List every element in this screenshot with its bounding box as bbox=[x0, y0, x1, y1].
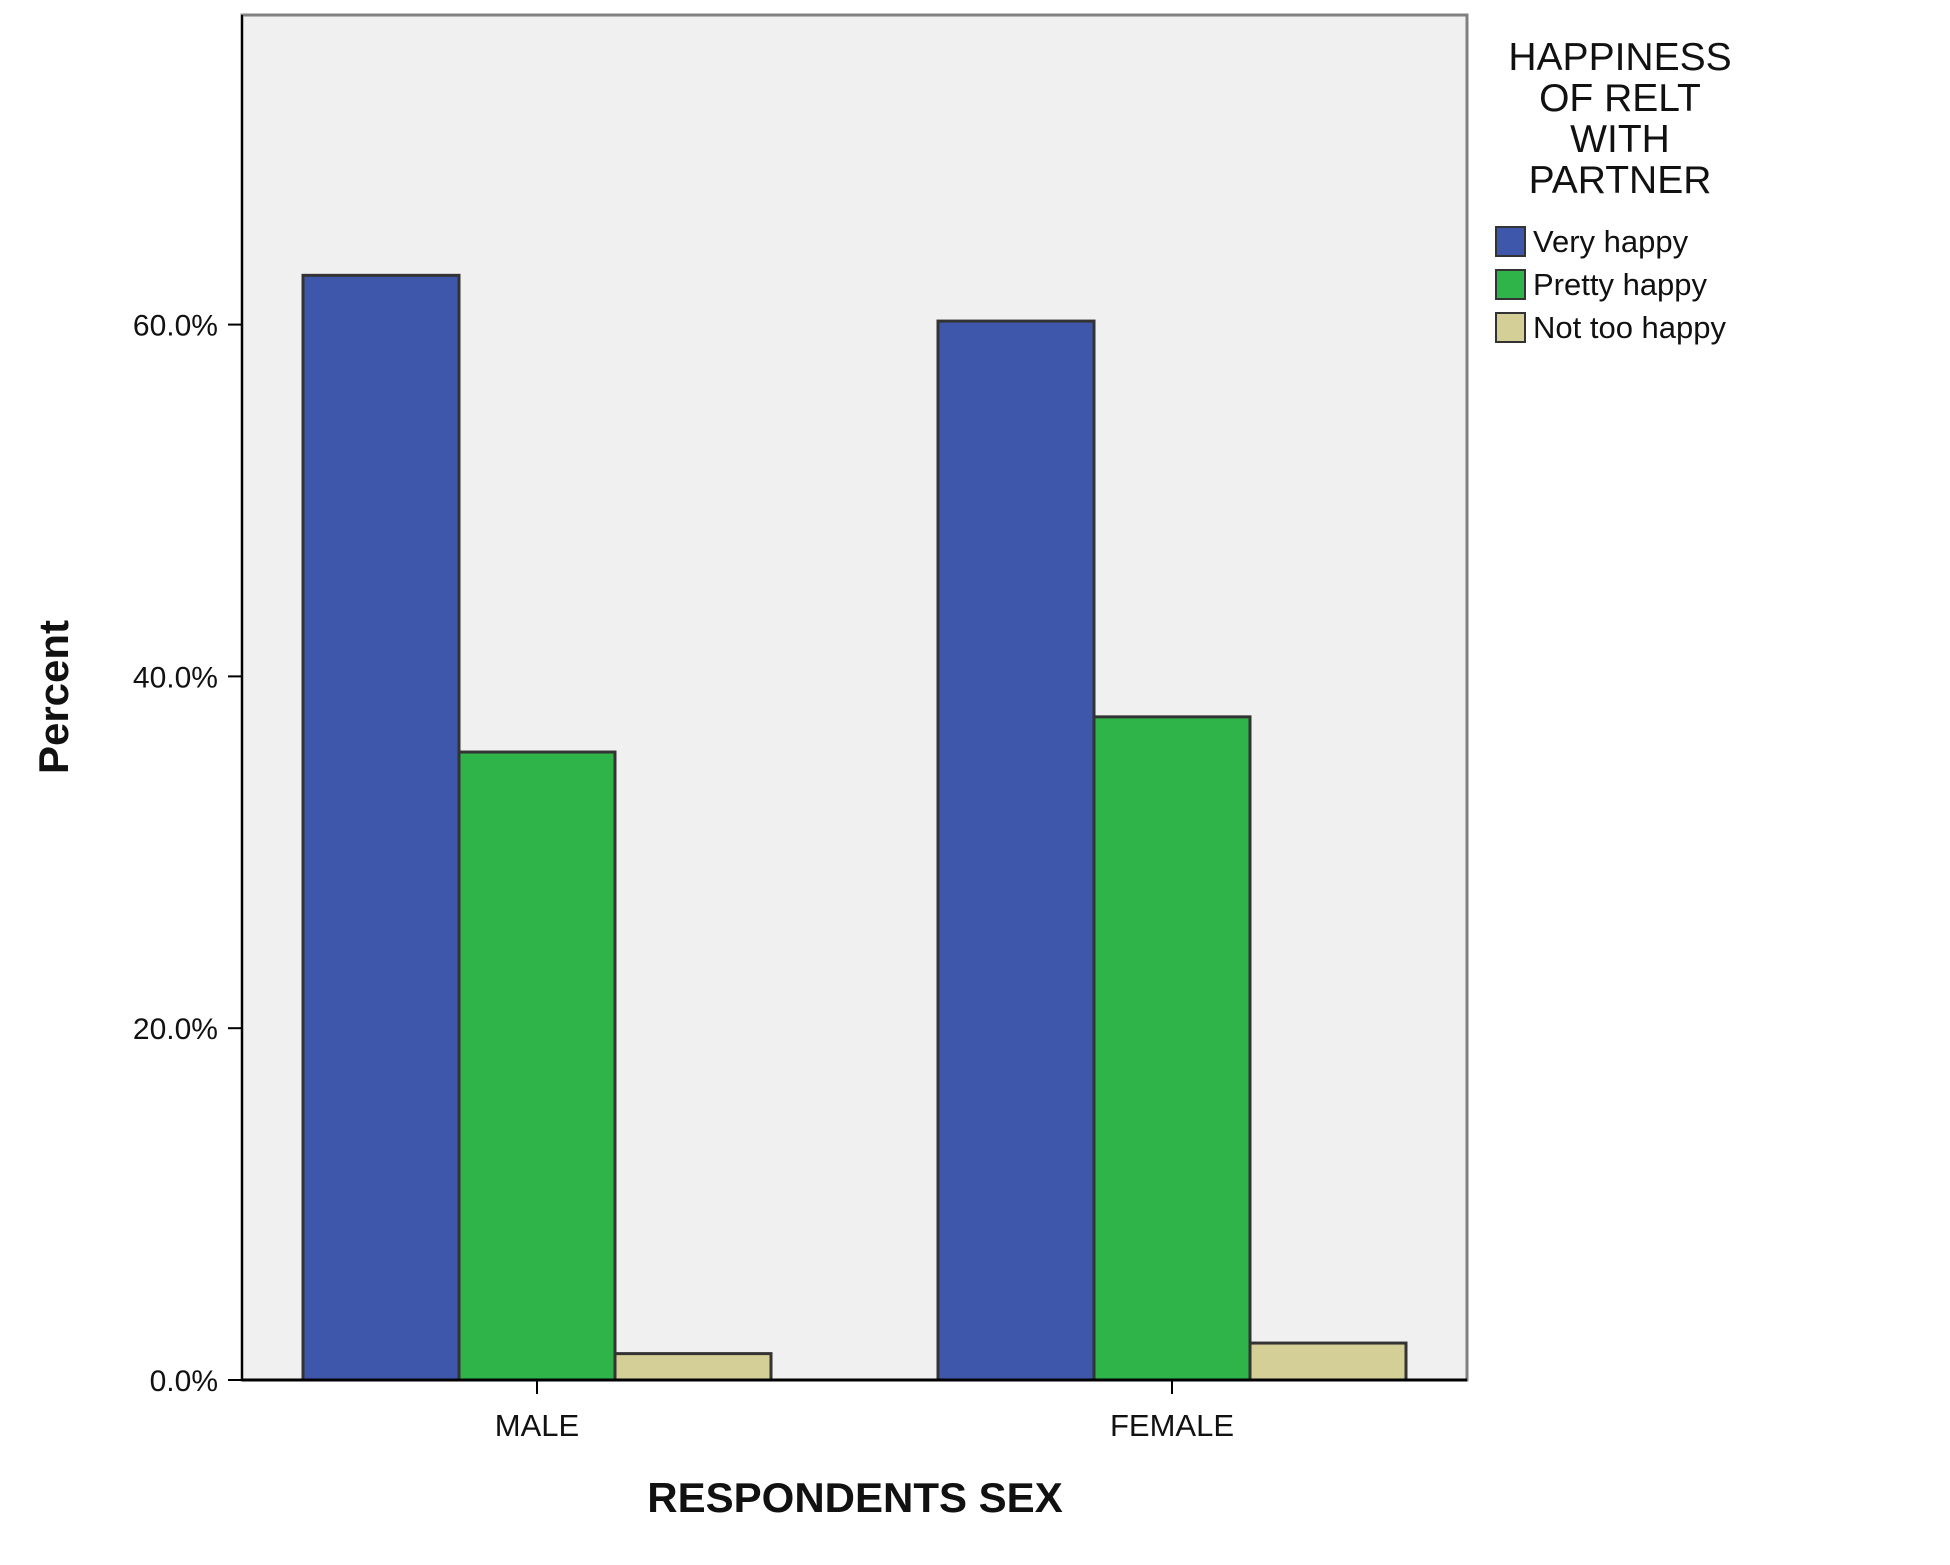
legend-entry-label: Pretty happy bbox=[1533, 267, 1708, 302]
legend-title-line: PARTNER bbox=[1529, 159, 1712, 202]
y-ticks-layer: 0.0% 20.0% 40.0% 60.0% bbox=[133, 310, 242, 1398]
y-tick-label: 20.0% bbox=[133, 1013, 218, 1046]
bars-layer bbox=[301, 273, 1408, 1382]
legend-swatch bbox=[1495, 226, 1526, 257]
bar-male-pretty-happy bbox=[457, 750, 617, 1382]
legend-swatch bbox=[1495, 269, 1526, 300]
legend-swatch bbox=[1495, 312, 1526, 343]
x-ticks-layer: MALE FEMALE bbox=[495, 1380, 1234, 1443]
bar-female-not-too-happy bbox=[1248, 1341, 1408, 1382]
x-tick-label: FEMALE bbox=[1110, 1408, 1234, 1443]
legend-title-line: OF RELT bbox=[1539, 77, 1701, 120]
y-axis-label: Percent bbox=[30, 620, 77, 774]
bar-male-very-happy bbox=[301, 273, 461, 1382]
legend-entry-label: Not too happy bbox=[1533, 310, 1727, 345]
bar-female-pretty-happy bbox=[1092, 715, 1252, 1382]
bar-female-very-happy bbox=[936, 319, 1096, 1382]
x-axis-label: RESPONDENTS SEX bbox=[647, 1474, 1062, 1521]
y-tick-label: 60.0% bbox=[133, 310, 218, 343]
legend-title-line: HAPPINESS bbox=[1508, 36, 1731, 79]
y-tick-label: 0.0% bbox=[150, 1365, 218, 1398]
legend-entry-label: Very happy bbox=[1533, 224, 1689, 259]
y-tick-label: 40.0% bbox=[133, 661, 218, 694]
legend-title-line: WITH bbox=[1570, 118, 1670, 161]
x-tick-label: MALE bbox=[495, 1408, 579, 1443]
bar-male-not-too-happy bbox=[613, 1352, 773, 1382]
